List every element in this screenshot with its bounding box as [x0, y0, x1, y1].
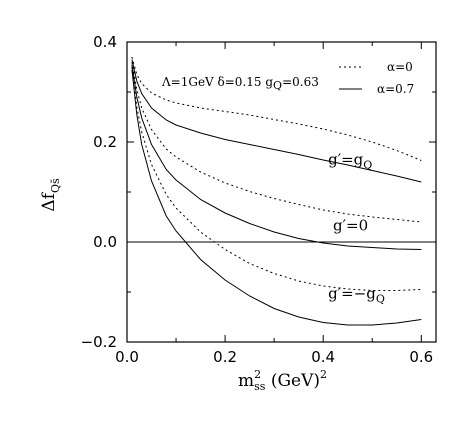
curve-label-1: g′=0 [333, 217, 368, 235]
legend-dotted-label: α=0 [387, 60, 413, 74]
series-line-1-solid [131, 59, 422, 183]
series-line-2-dotted [131, 61, 422, 223]
parameter-annotation: Λ=1GeV δ=0.15 gQ=0.63 [161, 75, 319, 92]
series-line-3-solid [131, 64, 422, 250]
curve-label-2: g′=−gQ [328, 285, 385, 306]
y-tick-label: 0.0 [93, 233, 117, 251]
y-axis-title: ΔfQs̄ [39, 178, 62, 212]
series-line-5-solid [131, 69, 422, 326]
series-line-0-dotted [131, 56, 422, 161]
y-tick-label: −0.2 [81, 333, 117, 351]
x-tick-label: 0.6 [409, 348, 433, 366]
curve-label-0: g′=gQ [328, 151, 372, 172]
y-tick-label: 0.4 [93, 33, 117, 51]
x-tick-label: 0.2 [213, 348, 237, 366]
y-tick-label: 0.2 [93, 133, 117, 151]
x-tick-label: 0.0 [115, 348, 139, 366]
x-axis-title: m2 ss (GeV)2 [238, 368, 327, 393]
x-tick-label: 0.4 [311, 348, 335, 366]
series-line-4-dotted [131, 66, 422, 291]
legend-solid-label: α=0.7 [377, 82, 414, 96]
